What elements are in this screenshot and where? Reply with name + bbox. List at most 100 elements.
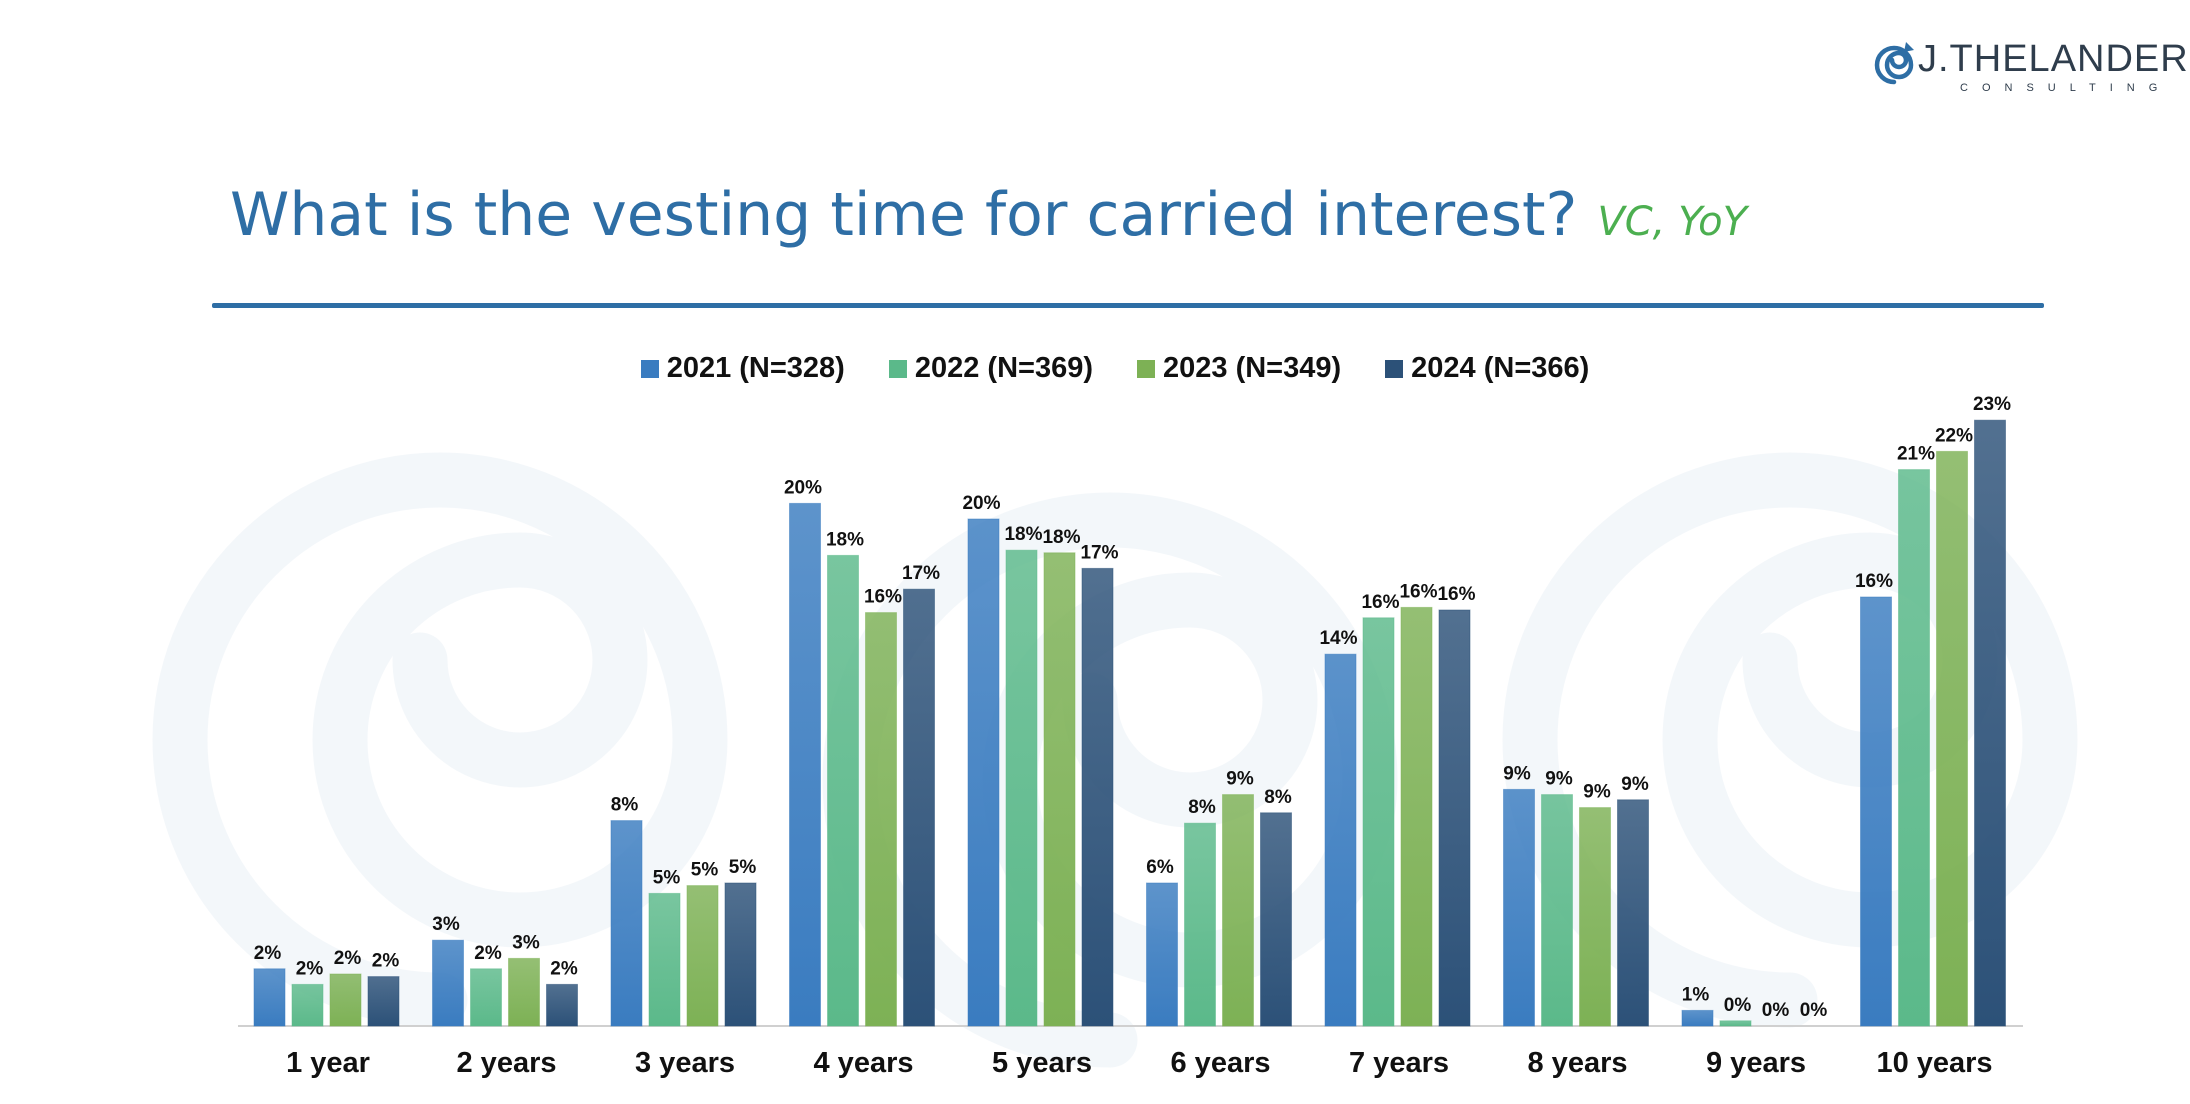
bar-8-years-series-2 (1579, 807, 1611, 1027)
data-label: 18% (1042, 527, 1080, 548)
data-label: 0% (1762, 1000, 1790, 1021)
data-label: 6% (1146, 857, 1174, 878)
bar-7-years-series-0 (1324, 653, 1357, 1027)
data-label: 3% (512, 932, 540, 953)
legend-swatch (640, 359, 659, 378)
data-label: 17% (902, 563, 940, 584)
data-label: 16% (1399, 581, 1437, 602)
bar-2-years-series-1 (470, 968, 502, 1027)
bar-9-years-series-1 (1719, 1020, 1752, 1027)
data-label: 0% (1724, 995, 1752, 1016)
bar-6-years-series-1 (1184, 822, 1216, 1027)
bar-6-years-series-0 (1146, 882, 1178, 1027)
chart-legend: 2021 (N=328) 2022 (N=369) 2023 (N=349) 2… (0, 352, 2190, 385)
data-label: 9% (1545, 769, 1573, 790)
watermark-spiral-icon (152, 452, 728, 1028)
title-divider (212, 303, 2044, 308)
data-label: 2% (296, 958, 324, 979)
bar-2-years-series-2 (508, 957, 540, 1027)
legend-item-2023: 2023 (N=349) (1137, 352, 1341, 385)
bar-5-years-series-0 (967, 518, 1000, 1027)
x-tick-label: 10 years (1876, 1047, 1992, 1079)
legend-label: 2022 (N=369) (914, 352, 1093, 384)
legend-swatch (1385, 359, 1404, 378)
data-label: 9% (1226, 769, 1254, 790)
legend-item-2021: 2021 (N=328) (640, 352, 845, 385)
x-tick-label: 5 years (992, 1047, 1092, 1079)
x-tick-label: 7 years (1349, 1047, 1449, 1079)
bar-7-years-series-1 (1362, 617, 1395, 1027)
data-label: 18% (1004, 524, 1042, 545)
data-label: 2% (474, 943, 502, 964)
bar-1-year-series-3 (367, 976, 400, 1027)
data-label: 9% (1583, 782, 1611, 803)
bar-3-years-series-0 (610, 820, 643, 1027)
bar-2-years-series-3 (546, 983, 578, 1027)
data-label: 20% (962, 493, 1000, 514)
bar-2-years-series-0 (432, 939, 464, 1027)
x-tick-label: 2 years (457, 1047, 557, 1079)
x-tick-label: 1 year (286, 1047, 370, 1079)
legend-item-2024: 2024 (N=366) (1385, 352, 1589, 385)
data-label: 20% (784, 477, 822, 498)
x-tick-label: 9 years (1706, 1047, 1806, 1079)
bar-7-years-series-2 (1400, 606, 1433, 1027)
bar-10-years-series-1 (1898, 469, 1930, 1027)
title-text: What is the vesting time for carried int… (230, 180, 1578, 250)
legend-label: 2024 (N=366) (1411, 352, 1590, 384)
data-label: 22% (1935, 425, 1973, 446)
legend-item-2022: 2022 (N=369) (888, 352, 1093, 385)
bar-4-years-series-2 (865, 612, 897, 1027)
data-label: 16% (1855, 571, 1893, 592)
bar-8-years-series-1 (1541, 794, 1573, 1027)
legend-label: 2021 (N=328) (666, 352, 845, 384)
data-label: 2% (372, 951, 400, 972)
data-label: 8% (1188, 797, 1216, 818)
data-label: 23% (1973, 394, 2011, 415)
x-tick-label: 3 years (635, 1047, 735, 1079)
logo: J.THELANDER CONSULTING (1868, 36, 2188, 96)
data-label: 2% (334, 948, 362, 969)
watermark-spiral-path (152, 452, 728, 1028)
data-label: 17% (1080, 542, 1118, 563)
bar-3-years-series-1 (648, 892, 681, 1027)
data-label: 2% (254, 943, 282, 964)
data-label: 14% (1319, 628, 1357, 649)
bar-3-years-series-2 (686, 885, 719, 1027)
bar-5-years-series-2 (1043, 552, 1076, 1027)
bar-10-years-series-0 (1860, 596, 1892, 1027)
bar-9-years-series-0 (1681, 1009, 1714, 1027)
bar-3-years-series-3 (724, 882, 757, 1027)
data-label: 16% (864, 587, 902, 608)
data-label: 21% (1897, 444, 1935, 465)
data-label: 3% (432, 914, 460, 935)
data-label: 0% (1800, 1000, 1828, 1021)
bar-10-years-series-2 (1936, 450, 1968, 1027)
data-label: 16% (1361, 592, 1399, 613)
x-tick-label: 4 years (814, 1047, 914, 1079)
data-label: 5% (691, 860, 719, 881)
bar-4-years-series-1 (827, 554, 859, 1027)
data-label: 2% (550, 958, 578, 979)
data-label: 1% (1682, 984, 1710, 1005)
bar-8-years-series-0 (1503, 788, 1535, 1027)
data-label: 8% (611, 795, 639, 816)
legend-swatch (1137, 359, 1155, 378)
data-label: 16% (1437, 584, 1475, 605)
data-label: 9% (1621, 774, 1649, 795)
bar-4-years-series-0 (789, 502, 821, 1027)
bar-10-years-series-3 (1974, 419, 2006, 1027)
data-label: 18% (826, 529, 864, 550)
spiral-logo-icon (1874, 42, 1914, 85)
legend-label: 2023 (N=349) (1163, 352, 1342, 384)
bar-5-years-series-3 (1081, 567, 1114, 1027)
logo-name: J.THELANDER (1918, 38, 2189, 80)
bar-8-years-series-3 (1617, 799, 1649, 1027)
legend-swatch (888, 359, 907, 378)
title-subtitle: VC, YoY (1597, 199, 1748, 245)
data-label: 9% (1503, 763, 1531, 784)
x-tick-label: 8 years (1528, 1047, 1628, 1079)
bar-1-year-series-1 (291, 983, 324, 1027)
data-label: 5% (653, 867, 681, 888)
